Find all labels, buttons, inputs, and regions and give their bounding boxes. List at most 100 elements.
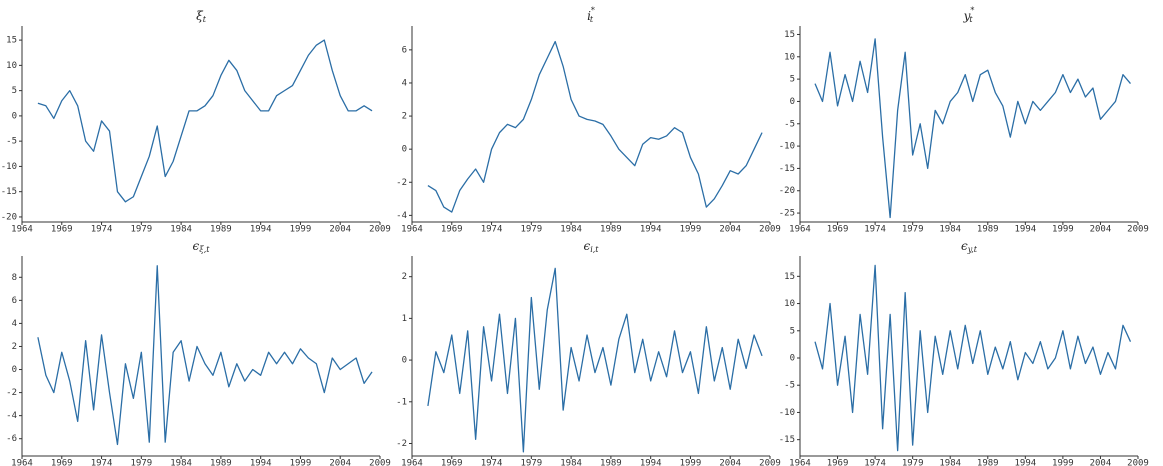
x-tick-label: 1979: [130, 459, 152, 466]
x-tick-label: 1964: [401, 225, 423, 235]
title-symbol: ξ: [196, 9, 204, 23]
title-symbol: ϵ: [193, 239, 200, 253]
panel: y* t -25 -20 -15 -10 -5 0 5 10 15 1964 1969 1974 1979 1…: [779, 6, 1149, 235]
panel: ξt -20 -15 -10 -5 0 5 10 15 1964 1969 1974 1979 1984 1…: [1, 9, 391, 235]
title-sub: t: [969, 15, 973, 24]
y-tick-label: 2: [12, 342, 17, 352]
x-tick-label: 1964: [11, 459, 33, 466]
line-series: [427, 267, 763, 453]
x-tick-label: 1974: [91, 225, 113, 235]
x-tick-label: 2009: [369, 225, 391, 235]
x-tick-label: 1964: [401, 459, 423, 466]
y-tick-label: 10: [784, 52, 795, 62]
panel-title: ϵi,t: [583, 239, 599, 255]
x-tick-label: 1964: [789, 225, 811, 235]
panel-title: i* t: [587, 6, 595, 24]
y-tick-label: 0: [402, 145, 407, 155]
x-tick-label: 1969: [827, 459, 849, 466]
x-tick-label: 1974: [864, 225, 886, 235]
x-tick-label: 1989: [210, 225, 232, 235]
y-tick-label: -15: [779, 435, 795, 445]
y-tick-label: 0: [790, 97, 795, 107]
x-tick-label: 1994: [250, 459, 272, 466]
title-symbol: ϵ: [583, 239, 590, 253]
x-tick-label: 1989: [600, 459, 622, 466]
title-sub: ξ,t: [199, 245, 210, 254]
y-tick-label: -2: [396, 439, 407, 449]
y-tick-label: 4: [12, 319, 17, 329]
y-tick-label: 15: [784, 272, 795, 282]
x-tick-label: 1999: [290, 459, 312, 466]
panel: i* t -4 -2 0 2 4 6 1964 1969 1974 1979 1984 1989 1994 1…: [396, 6, 781, 235]
y-tick-label: 5: [790, 326, 795, 336]
x-tick-label: 1989: [210, 459, 232, 466]
x-tick-label: 1974: [481, 459, 503, 466]
y-tick-label: 2: [402, 272, 407, 282]
x-tick-label: 1984: [560, 459, 582, 466]
y-tick-label: -5: [6, 137, 17, 147]
x-tick-label: 2004: [329, 225, 351, 235]
x-tick-label: 1984: [170, 225, 192, 235]
x-tick-label: 2004: [719, 459, 741, 466]
y-tick-label: -6: [6, 434, 17, 444]
title-sub: y,t: [967, 245, 978, 254]
x-tick-label: 1979: [902, 459, 924, 466]
title-sub: t: [203, 15, 207, 24]
x-tick-label: 1974: [91, 459, 113, 466]
x-tick-label: 1969: [441, 459, 463, 466]
x-tick-label: 1979: [902, 225, 924, 235]
x-tick-label: 1989: [977, 225, 999, 235]
y-tick-label: 0: [12, 111, 17, 121]
y-tick-label: -4: [396, 211, 407, 221]
panel: ϵi,t -2 -1 0 1 2 1964 1969 1974 1979 1984 1989 1994 1…: [396, 239, 781, 466]
title-symbol: ϵ: [961, 239, 968, 253]
y-tick-label: -2: [6, 388, 17, 398]
y-tick-label: 0: [402, 356, 407, 366]
y-tick-label: -5: [784, 381, 795, 391]
x-tick-label: 2004: [719, 225, 741, 235]
y-tick-label: 6: [12, 296, 17, 306]
y-tick-label: 2: [402, 112, 407, 122]
x-tick-label: 1984: [939, 225, 961, 235]
y-tick-label: -15: [779, 164, 795, 174]
panel-title: ϵy,t: [961, 239, 978, 255]
line-series: [427, 40, 763, 213]
y-tick-label: -10: [779, 142, 795, 152]
x-tick-label: 2004: [1090, 225, 1112, 235]
x-tick-label: 1999: [680, 459, 702, 466]
x-tick-label: 1969: [441, 225, 463, 235]
y-tick-label: -10: [779, 408, 795, 418]
x-tick-label: 1994: [1014, 459, 1036, 466]
x-tick-label: 2004: [1090, 459, 1112, 466]
title-sub: i,t: [590, 245, 599, 254]
x-tick-label: 1994: [1014, 225, 1036, 235]
line-series: [37, 39, 373, 203]
y-tick-label: -2: [396, 178, 407, 188]
line-series: [814, 264, 1132, 452]
y-tick-label: 6: [402, 45, 407, 55]
line-series: [37, 265, 373, 446]
x-tick-label: 1974: [481, 225, 503, 235]
x-tick-label: 1984: [939, 459, 961, 466]
x-tick-label: 1989: [977, 459, 999, 466]
x-tick-label: 1989: [600, 225, 622, 235]
x-tick-label: 1984: [560, 225, 582, 235]
y-tick-label: -4: [6, 411, 17, 421]
y-tick-label: 15: [6, 36, 17, 46]
x-tick-label: 1999: [1052, 225, 1074, 235]
x-tick-label: 1969: [51, 459, 73, 466]
y-tick-label: 1: [402, 314, 407, 324]
panel-title: y* t: [963, 6, 975, 24]
x-tick-label: 1994: [640, 225, 662, 235]
panel: ϵξ,t -6 -4 -2 0 2 4 6 8 1964 1969 1974 1979 1984 1989 1…: [6, 239, 391, 466]
y-tick-label: -1: [396, 397, 407, 407]
x-tick-label: 2009: [1127, 459, 1149, 466]
x-tick-label: 1984: [170, 459, 192, 466]
x-tick-label: 1969: [51, 225, 73, 235]
y-tick-label: 10: [784, 299, 795, 309]
y-tick-label: 5: [12, 86, 17, 96]
title-sup: *: [591, 6, 595, 15]
x-tick-label: 1979: [130, 225, 152, 235]
x-tick-label: 2004: [329, 459, 351, 466]
